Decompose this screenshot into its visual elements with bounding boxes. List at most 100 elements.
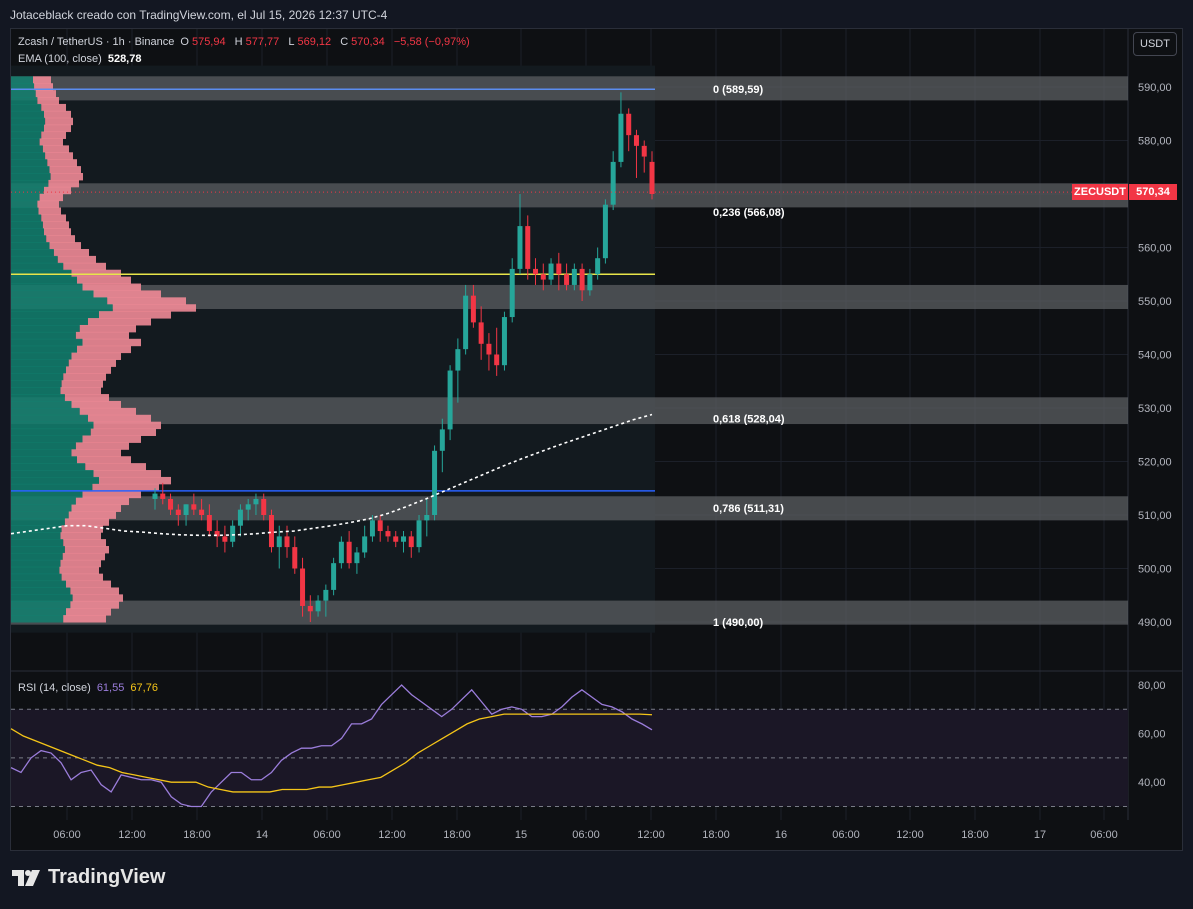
header-bar: Jotaceblack creado con TradingView.com, … bbox=[0, 0, 1193, 28]
candle-body bbox=[338, 541, 344, 564]
rsi-band bbox=[11, 709, 1128, 807]
time-tick-label: 12:00 bbox=[637, 829, 665, 841]
volume-profile-down bbox=[88, 318, 151, 326]
volume-profile-down bbox=[71, 269, 121, 278]
volume-profile-down bbox=[82, 435, 141, 443]
volume-profile-down bbox=[60, 387, 101, 395]
candle-body bbox=[331, 563, 337, 590]
volume-profile-down bbox=[48, 179, 79, 188]
volume-profile-down bbox=[77, 456, 131, 464]
volume-profile-down bbox=[90, 428, 156, 436]
volume-profile-up bbox=[11, 193, 40, 202]
time-tick-label: 18:00 bbox=[443, 829, 471, 841]
candle-body bbox=[501, 317, 507, 366]
volume-profile-up bbox=[11, 166, 50, 174]
volume-profile-down bbox=[77, 276, 131, 285]
volume-profile-up bbox=[11, 90, 36, 98]
candle-body bbox=[401, 536, 406, 542]
volume-profile-down bbox=[82, 338, 141, 347]
candle-body bbox=[486, 343, 492, 355]
candle-body bbox=[199, 509, 205, 515]
volume-profile-up bbox=[11, 352, 72, 361]
volume-profile-down bbox=[49, 242, 81, 250]
volume-profile-down bbox=[79, 407, 136, 416]
time-tick-label: 06:00 bbox=[1090, 829, 1118, 841]
tradingview-logo[interactable]: TradingView bbox=[12, 866, 165, 889]
volume-profile-up bbox=[11, 304, 113, 312]
symbol-price-tag: ZECUSDT bbox=[1072, 184, 1128, 200]
rsi-ma-line bbox=[10, 713, 653, 793]
candle-body bbox=[206, 515, 212, 532]
symbol-label[interactable]: Zcash / TetherUS · 1h · Binance bbox=[18, 36, 175, 48]
currency-button[interactable]: USDT bbox=[1133, 32, 1177, 56]
candle-body bbox=[354, 552, 360, 564]
volume-profile-up bbox=[11, 152, 46, 160]
volume-profile-up bbox=[11, 366, 66, 374]
volume-profile-up bbox=[11, 573, 62, 582]
volume-profile-up bbox=[11, 518, 65, 526]
volume-profile-down bbox=[41, 103, 66, 112]
volume-profile-down bbox=[61, 573, 103, 582]
volume-profile-down bbox=[63, 539, 106, 547]
volume-profile-down bbox=[53, 248, 89, 257]
candle-body bbox=[494, 354, 500, 366]
volume-profile-up bbox=[11, 428, 91, 436]
volume-profile-up bbox=[11, 221, 43, 229]
volume-profile-up bbox=[11, 511, 69, 519]
candle-body bbox=[533, 268, 539, 275]
volume-profile-up bbox=[11, 359, 69, 367]
price-tick-label: 540,00 bbox=[1138, 350, 1172, 362]
volume-profile-up bbox=[11, 497, 76, 506]
volume-profile-down bbox=[70, 601, 119, 609]
price-tick-label: 560,00 bbox=[1138, 243, 1172, 255]
volume-profile-down bbox=[64, 546, 109, 554]
candle-body bbox=[393, 536, 399, 542]
volume-profile-down bbox=[46, 235, 75, 243]
candle-body bbox=[525, 226, 531, 269]
volume-profile-down bbox=[44, 186, 71, 195]
fib-zone bbox=[11, 600, 1128, 625]
fib-label: 0 (589,59) bbox=[713, 84, 763, 96]
candle-body bbox=[152, 493, 158, 499]
volume-profile-up bbox=[11, 345, 77, 354]
candle-body bbox=[315, 600, 321, 612]
volume-profile-down bbox=[34, 83, 53, 91]
volume-profile-up bbox=[11, 387, 61, 395]
volume-profile-up bbox=[11, 338, 83, 347]
candle-body bbox=[268, 515, 274, 548]
candle-body bbox=[579, 268, 585, 291]
price-tick-label: 510,00 bbox=[1138, 510, 1172, 522]
volume-profile-down bbox=[75, 331, 129, 340]
candle-body bbox=[432, 450, 438, 515]
change-label: −5,58 (−0,97%) bbox=[393, 36, 470, 48]
rsi-legend[interactable]: RSI (14, close) 61,55 67,76 bbox=[18, 682, 161, 694]
time-tick-label: 18:00 bbox=[183, 829, 211, 841]
volume-profile-down bbox=[47, 159, 77, 167]
volume-profile-down bbox=[75, 497, 129, 506]
ema-legend[interactable]: EMA (100, close) 528,78 bbox=[18, 53, 144, 65]
rsi-value: 61,55 bbox=[96, 682, 125, 694]
volume-profile-down bbox=[60, 532, 101, 540]
volume-profile-up bbox=[11, 552, 63, 561]
volume-profile-up bbox=[11, 435, 83, 443]
price-tick-label: 590,00 bbox=[1138, 82, 1172, 94]
volume-profile-down bbox=[71, 449, 121, 457]
ema-label: EMA (100, close) bbox=[18, 53, 102, 65]
fib-zone bbox=[11, 76, 1128, 101]
candle-body bbox=[369, 520, 375, 537]
tradingview-brand: TradingView bbox=[48, 866, 166, 888]
volume-profile-up bbox=[11, 615, 64, 623]
price-tick-label: 530,00 bbox=[1138, 403, 1172, 415]
candle-body bbox=[556, 263, 562, 275]
time-tick-label: 06:00 bbox=[313, 829, 341, 841]
volume-profile-down bbox=[35, 90, 56, 98]
volume-profile-down bbox=[49, 166, 81, 174]
time-tick-label: 18:00 bbox=[702, 829, 730, 841]
fib-label: 0,786 (511,31) bbox=[713, 503, 784, 515]
candle-body bbox=[587, 274, 593, 291]
volume-profile-down bbox=[112, 304, 196, 312]
volume-profile-up bbox=[11, 297, 108, 305]
candle-body bbox=[509, 268, 515, 318]
ohlc-legend[interactable]: Zcash / TetherUS · 1h · Binance O 575,94 … bbox=[18, 36, 473, 48]
